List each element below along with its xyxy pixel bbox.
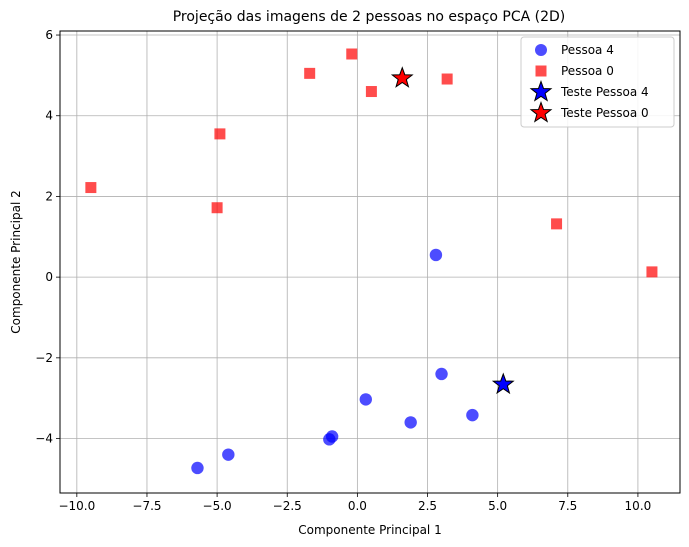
test-point-3 — [491, 372, 515, 395]
legend-frame — [520, 36, 675, 128]
data-point-1 — [466, 408, 479, 422]
legend-label-1: Pessoa 4 — [561, 43, 614, 57]
data-point-1 — [323, 433, 336, 446]
y-tick-label: 0 — [45, 270, 53, 284]
data-point-1 — [429, 248, 443, 262]
data-point-1 — [435, 367, 448, 381]
axis-ticks: −10.0 −7.5 −5.0 −2.5 0.0 2.5 5.0 7.5 10.0 −4 −2 0 2 4… — [35, 28, 651, 513]
legend-label-4: Teste Pessoa 0 — [560, 106, 649, 120]
y-tick-label: 6 — [45, 28, 53, 42]
x-axis-label: Componente Principal 1 — [298, 523, 441, 537]
data-point-1 — [404, 416, 417, 429]
legend-marker-2 — [535, 65, 547, 77]
x-tick-label: 2.5 — [418, 499, 437, 513]
legend-label-3: Teste Pessoa 4 — [560, 85, 649, 99]
data-points — [85, 48, 658, 475]
data-point-2 — [346, 48, 358, 60]
x-tick-label: 10.0 — [625, 499, 652, 513]
chart-title: Projeção das imagens de 2 pessoas no esp… — [173, 9, 566, 25]
data-point-2 — [214, 128, 226, 140]
data-point-2 — [365, 86, 377, 98]
x-tick-label: 0.0 — [348, 499, 367, 513]
data-point-1 — [222, 448, 235, 461]
legend: Pessoa 4 Pessoa 0 Teste Pessoa 4 Teste Pess… — [520, 36, 675, 128]
data-point-2 — [646, 266, 658, 278]
x-tick-label: −5.0 — [203, 499, 232, 513]
data-point-1 — [191, 461, 204, 475]
data-point-2 — [304, 67, 316, 79]
data-point-2 — [551, 218, 563, 230]
x-tick-label: −2.5 — [273, 499, 302, 513]
x-tick-label: −7.5 — [132, 499, 161, 513]
y-axis-label: Componente Principal 2 — [9, 190, 23, 333]
plot-frame — [59, 30, 681, 494]
legend-label-2: Pessoa 0 — [561, 64, 614, 78]
data-point-2 — [211, 202, 223, 214]
test-point-4 — [390, 66, 414, 88]
x-tick-label: 5.0 — [488, 499, 507, 513]
legend-marker-1 — [535, 44, 547, 56]
data-point-2 — [441, 73, 453, 85]
y-tick-label: 2 — [45, 189, 53, 203]
x-tick-label: −10.0 — [58, 499, 95, 513]
y-tick-label: −4 — [35, 432, 53, 446]
data-point-1 — [359, 393, 372, 406]
legend-marker-4 — [529, 101, 553, 123]
y-tick-label: 4 — [45, 109, 53, 123]
y-tick-label: −2 — [35, 351, 53, 365]
x-tick-label: 7.5 — [558, 499, 577, 513]
data-point-2 — [85, 182, 97, 194]
legend-marker-3 — [529, 80, 553, 102]
